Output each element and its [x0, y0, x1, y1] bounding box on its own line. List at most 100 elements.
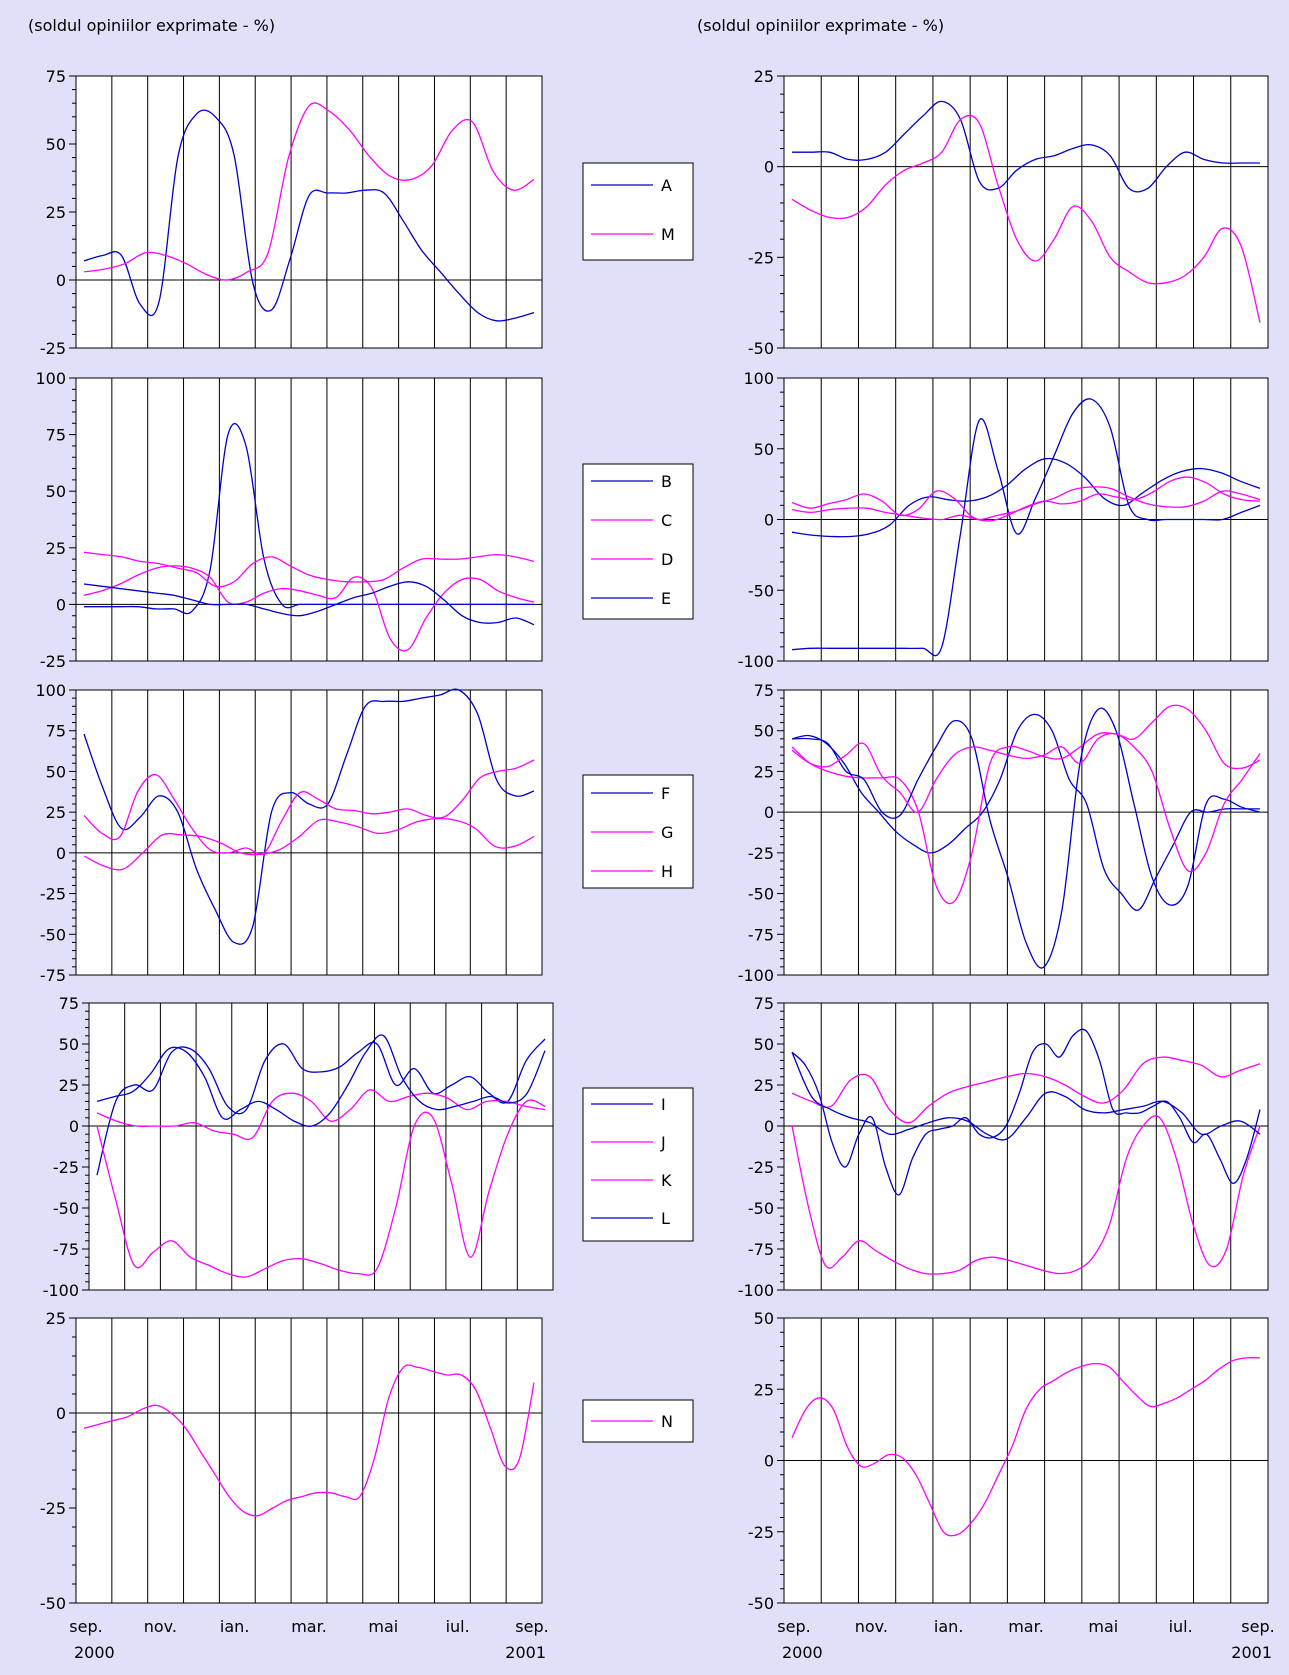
legend-label-l: L — [661, 1209, 670, 1228]
y-tick-label: -100 — [43, 1281, 79, 1300]
series-line-r4 — [791, 1051, 1261, 1141]
series-line-f — [83, 688, 535, 945]
y-tick-label: 0 — [69, 1117, 79, 1136]
y-tick-label: -50 — [748, 581, 774, 600]
legend-label-n: N — [661, 1412, 673, 1431]
x-tick-label: ian. — [220, 1617, 249, 1636]
legend-2: B C D E — [582, 463, 694, 620]
x-year-start: 2000 — [74, 1643, 115, 1662]
series-line-r2 — [791, 457, 1261, 538]
chart-1: 75 50 25 0 -25 — [40, 67, 543, 358]
y-tick-label: 0 — [764, 1117, 774, 1136]
left-unit-label: (soldul opiniilor exprimate - %) — [28, 16, 276, 35]
y-tick-label: 100 — [35, 369, 66, 388]
series-line-j — [96, 1099, 546, 1278]
y-tick-label: 25 — [59, 1076, 79, 1095]
y-tick-label: 100 — [35, 681, 66, 700]
y-tick-label: -25 — [40, 339, 66, 358]
chart-8: 75 50 25 0 -25 -50 -75 -100 — [738, 994, 1269, 1300]
y-tick-label: 25 — [46, 203, 66, 222]
y-tick-label: -50 — [40, 1594, 66, 1613]
series-line-g — [83, 759, 535, 855]
x-year-end: 2001 — [1231, 1643, 1272, 1662]
plot-frame — [75, 377, 543, 662]
legend-box — [582, 1087, 694, 1242]
plot-frame — [783, 75, 1269, 349]
y-tick-label: 50 — [754, 1035, 774, 1054]
y-tick-label: 75 — [59, 994, 79, 1013]
y-tick-label: 75 — [754, 681, 774, 700]
chart-9: 25 0 -25 -50 — [40, 1309, 543, 1613]
series-line-r3 — [791, 1056, 1261, 1124]
y-tick-label: 50 — [46, 482, 66, 501]
y-tick-label: 0 — [56, 844, 66, 863]
y-tick-label: -25 — [748, 844, 774, 863]
legend-label-f: F — [661, 784, 670, 803]
series-line-d — [83, 565, 535, 652]
y-tick-label: -25 — [748, 1523, 774, 1542]
x-axis-right: sep. nov. ian. mar. mai iul. sep. 2000 2001 — [777, 1617, 1274, 1662]
y-tick-label: -50 — [40, 925, 66, 944]
x-tick-label: nov. — [144, 1617, 177, 1636]
y-tick-label: -75 — [53, 1240, 79, 1259]
series-line-h — [83, 817, 535, 871]
legend-label-m: M — [661, 225, 675, 244]
legend-5: N — [582, 1399, 694, 1443]
legend-label-g: G — [661, 823, 673, 842]
y-tick-label: 50 — [59, 1035, 79, 1054]
y-tick-label: 75 — [46, 67, 66, 86]
y-tick-label: 25 — [754, 1076, 774, 1095]
y-tick-label: -50 — [748, 1199, 774, 1218]
y-tick-label: 25 — [46, 539, 66, 558]
y-tick-label: -75 — [748, 1240, 774, 1259]
chart-7: 75 50 25 0 -25 -50 -75 -100 — [43, 994, 554, 1300]
series-line-r4 — [791, 486, 1261, 521]
y-tick-label: -50 — [748, 885, 774, 904]
chart-5: 100 75 50 25 0 -25 -50 -75 — [35, 681, 543, 985]
legend-box — [582, 463, 694, 620]
x-tick-label: mar. — [1008, 1617, 1044, 1636]
y-tick-label: 50 — [46, 135, 66, 154]
legend-label-k: K — [661, 1171, 672, 1190]
x-tick-label: mai — [368, 1617, 398, 1636]
x-tick-label: ian. — [934, 1617, 963, 1636]
series-line-r1 — [791, 713, 1260, 911]
series-line-m — [83, 102, 535, 281]
x-tick-label: mai — [1088, 1617, 1118, 1636]
x-tick-label: nov. — [855, 1617, 888, 1636]
series-line-c — [83, 551, 535, 588]
y-tick-label: -50 — [748, 339, 774, 358]
x-tick-label: sep. — [69, 1617, 102, 1636]
series-line-r1 — [791, 1357, 1261, 1537]
y-tick-label: 25 — [754, 762, 774, 781]
legend-label-h: H — [661, 862, 673, 881]
series-line-r1 — [791, 1028, 1261, 1196]
x-tick-label: sep. — [777, 1617, 810, 1636]
y-tick-label: -50 — [53, 1199, 79, 1218]
y-tick-label: 0 — [764, 1452, 774, 1471]
series-line-l — [96, 1034, 546, 1127]
y-tick-label: -25 — [53, 1158, 79, 1177]
plot-frame — [783, 689, 1269, 976]
series-line-r1 — [791, 398, 1261, 657]
y-tick-label: 0 — [56, 595, 66, 614]
chart-2: 25 0 -25 -50 — [748, 67, 1269, 358]
y-tick-label: -50 — [748, 1594, 774, 1613]
plot-frame — [75, 75, 543, 349]
legend-label-j: J — [660, 1133, 666, 1152]
x-tick-label: mar. — [291, 1617, 327, 1636]
chart-10: 50 25 0 -25 -50 — [748, 1309, 1269, 1613]
y-tick-label: 75 — [46, 722, 66, 741]
y-tick-label: -25 — [748, 1158, 774, 1177]
y-tick-label: 75 — [46, 426, 66, 445]
y-tick-label: -75 — [748, 925, 774, 944]
plot-frame — [75, 1317, 543, 1604]
x-year-start: 2000 — [782, 1643, 823, 1662]
y-tick-label: 0 — [764, 511, 774, 530]
x-tick-label: sep. — [515, 1617, 548, 1636]
y-tick-label: -25 — [748, 248, 774, 267]
series-line-r3 — [791, 707, 1261, 969]
y-tick-label: 0 — [56, 1404, 66, 1423]
